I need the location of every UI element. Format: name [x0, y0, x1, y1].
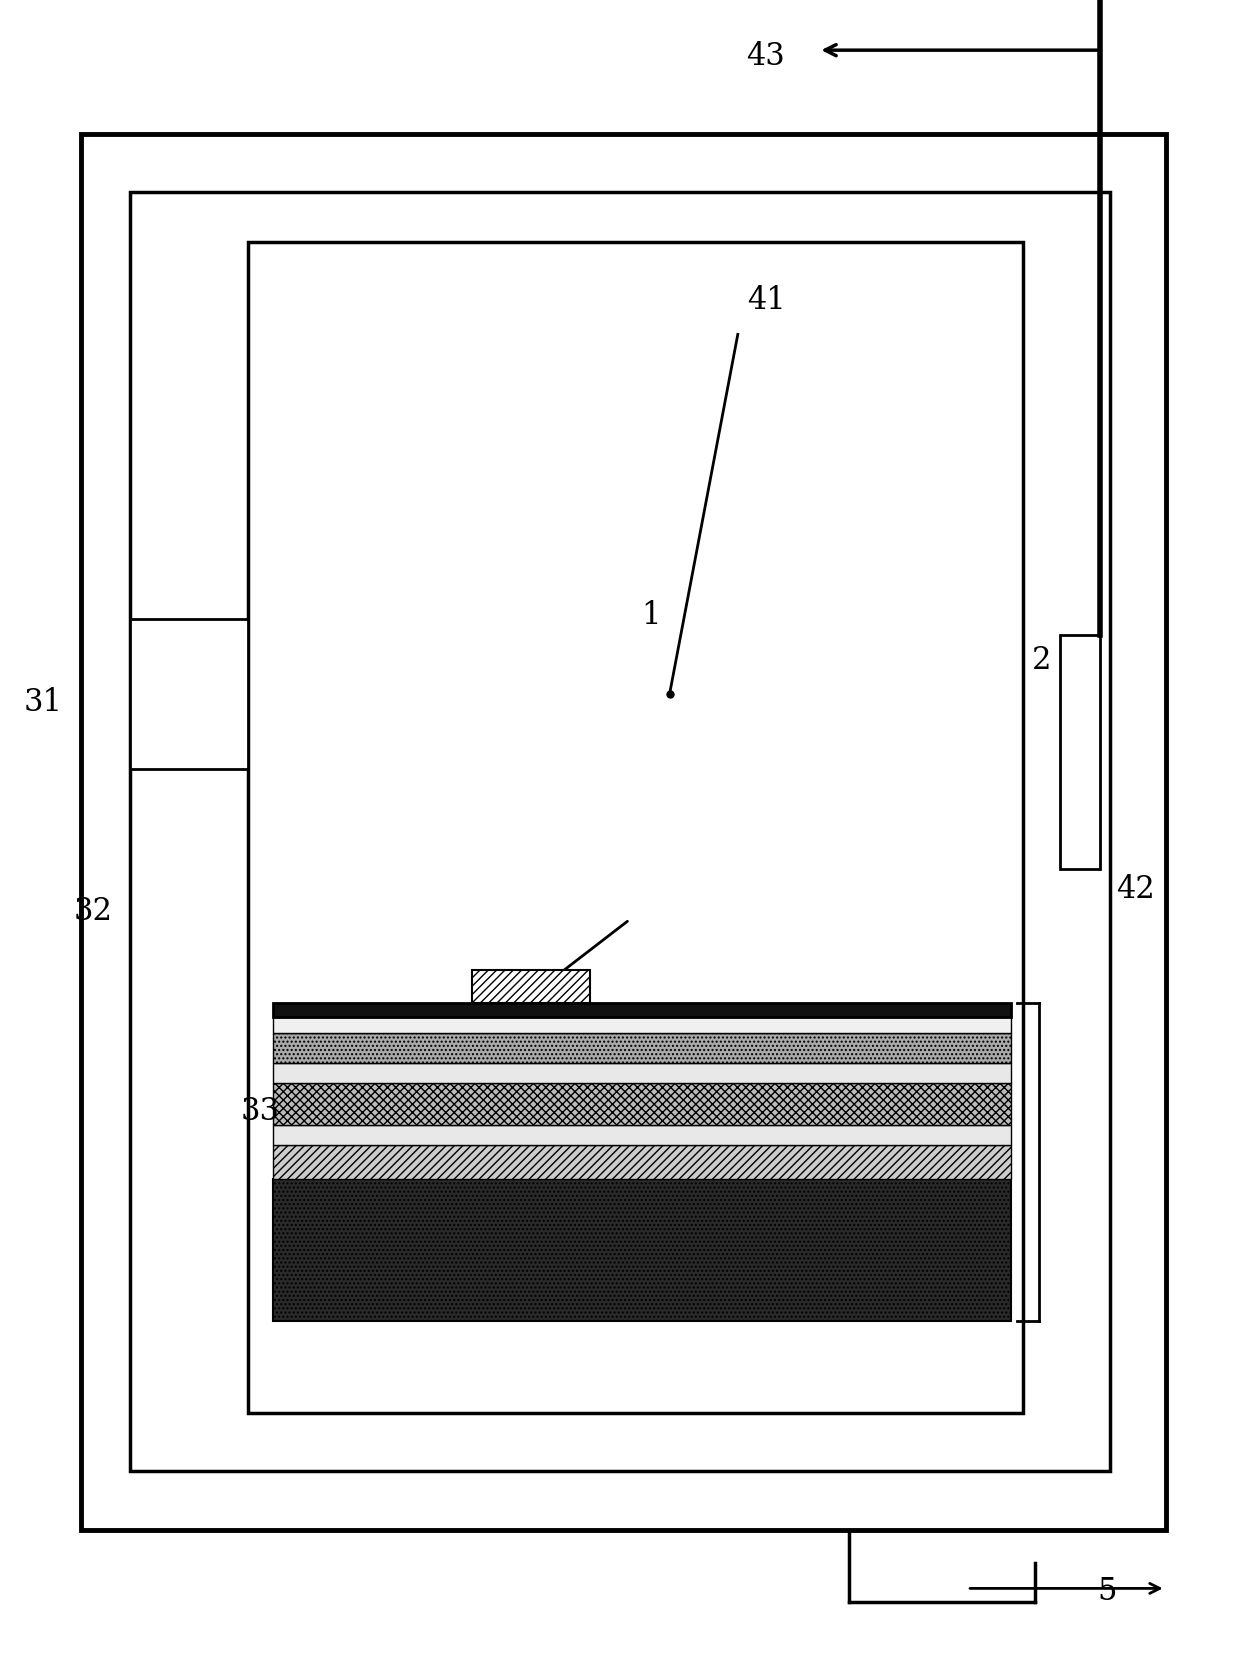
Text: 41: 41	[746, 286, 786, 316]
Bar	[273, 1125, 1011, 1145]
Bar	[273, 1145, 1011, 1179]
Bar	[273, 1017, 1011, 1033]
Text: 43: 43	[745, 42, 785, 72]
Bar	[1060, 635, 1100, 869]
Text: 31: 31	[24, 687, 63, 717]
Bar	[273, 1083, 1011, 1125]
Text: 32: 32	[73, 896, 113, 926]
Bar	[130, 192, 1110, 1471]
Bar	[130, 619, 248, 769]
Text: 2: 2	[1032, 645, 1052, 675]
Text: 1: 1	[641, 600, 661, 630]
Bar	[248, 242, 1023, 1413]
Bar	[273, 1033, 1011, 1063]
Bar	[273, 1003, 1011, 1017]
Bar	[472, 970, 590, 1003]
Bar	[273, 1063, 1011, 1083]
Text: 33: 33	[241, 1097, 280, 1127]
Text: 5: 5	[1097, 1577, 1117, 1607]
Bar	[273, 1179, 1011, 1321]
Bar	[81, 134, 1166, 1530]
Text: 42: 42	[1116, 874, 1156, 905]
